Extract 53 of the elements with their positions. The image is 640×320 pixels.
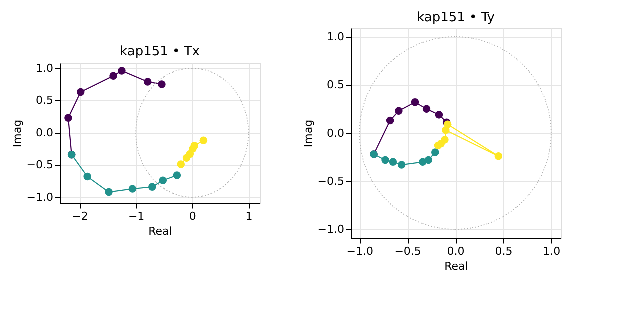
point: [110, 72, 118, 80]
x-tick-label: 0.0: [447, 244, 465, 258]
point: [386, 116, 394, 125]
point: [442, 126, 450, 134]
y-tick-label: 0.0: [327, 126, 344, 140]
point: [173, 172, 182, 180]
point: [105, 188, 113, 196]
x-tick-label: −2: [72, 210, 88, 223]
y-tick-label: −0.5: [318, 174, 344, 188]
point: [395, 107, 403, 115]
point: [182, 154, 191, 162]
point: [159, 176, 167, 185]
x-tick-label: 0: [189, 210, 196, 223]
x-axis-title: Real: [148, 224, 172, 238]
x-tick-label: 1: [246, 210, 253, 223]
point: [118, 67, 126, 75]
point: [398, 161, 406, 169]
point: [424, 156, 433, 164]
chart-title: kap151 • Tx: [120, 44, 200, 60]
x-tick-label: −0.5: [394, 244, 422, 258]
point: [382, 156, 390, 164]
y-tick-label: −1.0: [26, 190, 54, 204]
point: [64, 114, 72, 122]
y-tick-label: 0.5: [36, 94, 54, 108]
point: [411, 98, 420, 106]
point: [389, 158, 398, 166]
point: [422, 105, 431, 114]
y-tick-label: −1.0: [318, 223, 344, 236]
y-tick-label: 1.0: [36, 62, 54, 75]
point: [494, 152, 503, 160]
point: [76, 88, 85, 96]
point: [128, 185, 137, 193]
y-tick-label: 1.0: [327, 30, 344, 44]
point: [177, 160, 185, 168]
y-tick-label: 0.5: [327, 78, 344, 92]
point: [432, 148, 440, 156]
point: [200, 136, 208, 145]
point: [435, 111, 444, 119]
chart-title: kap151 • Ty: [417, 10, 496, 26]
point: [144, 78, 152, 86]
point: [84, 172, 92, 181]
y-tick-label: 0.0: [36, 126, 54, 140]
x-tick-label: 1.0: [543, 244, 561, 258]
point: [158, 80, 166, 88]
point: [148, 183, 156, 191]
x-tick-label: −1.0: [346, 244, 374, 258]
y-axis-title: Imag: [302, 120, 315, 148]
x-tick-label: 0.5: [495, 244, 513, 258]
x-tick-label: −1: [128, 210, 145, 223]
y-tick-label: −0.5: [26, 158, 54, 172]
y-axis-title: Imag: [10, 120, 24, 148]
x-axis-title: Real: [444, 260, 468, 273]
point: [441, 136, 449, 144]
